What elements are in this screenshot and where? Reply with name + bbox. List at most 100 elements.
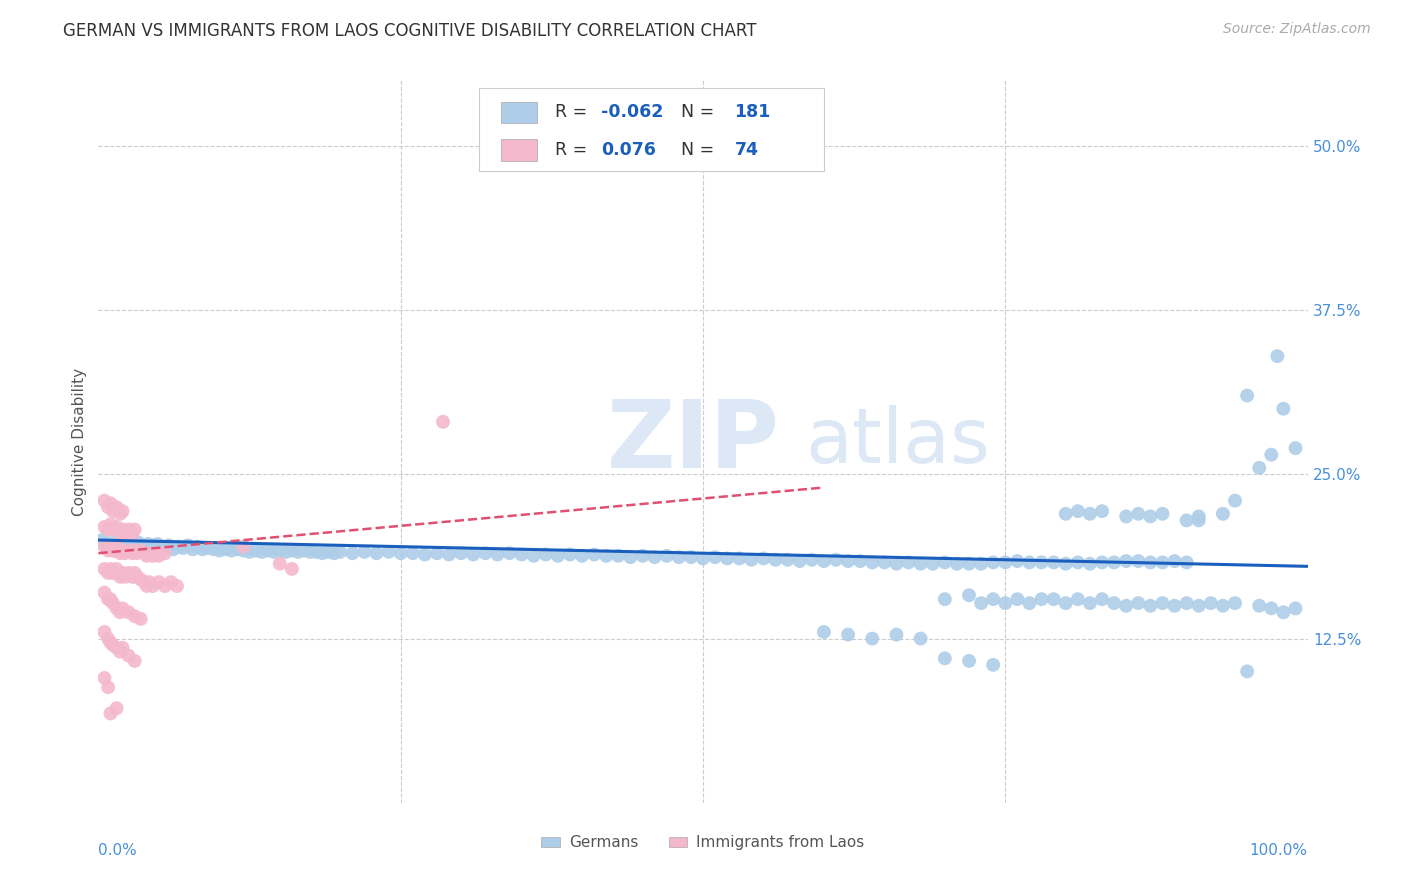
Point xyxy=(110,535,132,549)
Point xyxy=(1067,504,1090,518)
Point xyxy=(1078,596,1101,610)
Point xyxy=(800,553,823,567)
Point xyxy=(1078,557,1101,571)
Point xyxy=(118,543,141,558)
Point xyxy=(127,570,149,584)
Point xyxy=(316,545,339,559)
Point xyxy=(97,680,120,694)
Point xyxy=(93,625,115,640)
Point xyxy=(118,523,141,537)
Point xyxy=(93,493,115,508)
Point xyxy=(389,546,412,560)
Point xyxy=(957,588,980,602)
Point xyxy=(946,557,969,571)
Point xyxy=(94,537,117,551)
Point xyxy=(108,546,131,560)
Point xyxy=(740,553,762,567)
Point xyxy=(232,540,254,554)
Point xyxy=(498,546,520,560)
Point xyxy=(1249,460,1271,475)
Point xyxy=(921,557,943,571)
Point xyxy=(957,654,980,668)
Point xyxy=(1042,592,1064,607)
Point xyxy=(111,566,134,580)
Point xyxy=(607,549,630,563)
Point xyxy=(547,549,569,563)
Point xyxy=(1054,557,1077,571)
Point xyxy=(813,554,835,568)
Point xyxy=(1223,493,1246,508)
Point xyxy=(1042,555,1064,569)
Point xyxy=(994,596,1017,610)
Point xyxy=(135,549,157,563)
Point xyxy=(1067,555,1090,569)
Legend: Germans, Immigrants from Laos: Germans, Immigrants from Laos xyxy=(536,830,870,856)
Point xyxy=(299,545,322,559)
Point xyxy=(167,540,190,554)
Point xyxy=(105,701,128,715)
Point xyxy=(111,543,134,558)
Point xyxy=(97,543,120,558)
Text: N =: N = xyxy=(671,141,720,159)
Point xyxy=(263,545,285,559)
Point xyxy=(100,535,122,549)
Point xyxy=(134,575,156,590)
Text: ZIP: ZIP xyxy=(606,395,779,488)
Point xyxy=(118,566,141,580)
Point xyxy=(981,592,1004,607)
Point xyxy=(115,543,138,558)
Text: GERMAN VS IMMIGRANTS FROM LAOS COGNITIVE DISABILITY CORRELATION CHART: GERMAN VS IMMIGRANTS FROM LAOS COGNITIVE… xyxy=(63,22,756,40)
Point xyxy=(105,538,128,552)
Point xyxy=(432,415,454,429)
Point xyxy=(1272,401,1295,416)
Point xyxy=(135,579,157,593)
Point xyxy=(728,551,751,566)
Point xyxy=(129,543,152,558)
Point xyxy=(910,632,932,646)
Point xyxy=(558,548,581,562)
Point xyxy=(934,651,956,665)
Point xyxy=(181,542,204,557)
Point xyxy=(1128,596,1150,610)
Point xyxy=(1152,555,1174,569)
Point xyxy=(1163,599,1185,613)
Point xyxy=(631,549,654,563)
Point xyxy=(129,542,152,557)
Point xyxy=(1054,596,1077,610)
Point xyxy=(269,543,291,558)
Point xyxy=(837,627,859,641)
Point xyxy=(101,566,124,580)
Point xyxy=(1139,509,1161,524)
FancyBboxPatch shape xyxy=(479,87,824,170)
Point xyxy=(127,535,149,549)
Point xyxy=(1007,554,1029,568)
Point xyxy=(111,601,134,615)
Point xyxy=(789,554,811,568)
Point xyxy=(1212,507,1234,521)
Point xyxy=(1102,596,1125,610)
Point xyxy=(1018,555,1040,569)
Y-axis label: Cognitive Disability: Cognitive Disability xyxy=(72,368,87,516)
Point xyxy=(187,540,209,554)
Point xyxy=(523,549,546,563)
Point xyxy=(970,557,993,571)
Point xyxy=(534,548,557,562)
Point xyxy=(245,543,267,558)
Point xyxy=(177,538,200,552)
Point xyxy=(153,579,176,593)
Point xyxy=(426,546,449,560)
Point xyxy=(1267,349,1289,363)
Point xyxy=(1031,592,1053,607)
Point xyxy=(1091,555,1114,569)
Point xyxy=(91,533,114,547)
Point xyxy=(437,548,460,562)
Point xyxy=(704,550,727,565)
Point xyxy=(142,538,165,552)
Point xyxy=(256,543,278,558)
Point xyxy=(232,543,254,558)
Point xyxy=(100,592,122,607)
Point xyxy=(143,542,166,557)
Point xyxy=(111,504,134,518)
Point xyxy=(149,540,172,554)
Point xyxy=(118,648,141,663)
